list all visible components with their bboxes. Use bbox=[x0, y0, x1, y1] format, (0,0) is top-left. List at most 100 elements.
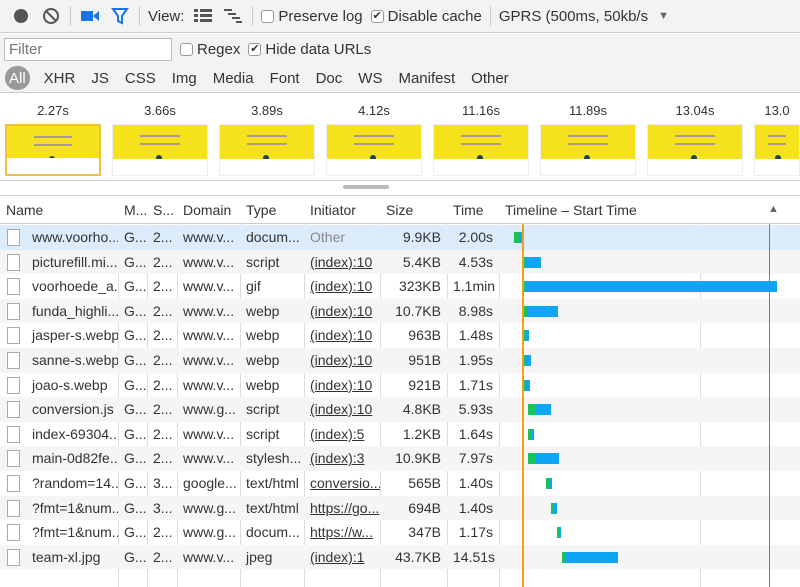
hide-data-urls-checkbox[interactable]: ✔ Hide data URLs bbox=[248, 41, 371, 58]
cell-name: team-xl.jpg bbox=[32, 548, 101, 565]
waiting-bar bbox=[523, 256, 526, 268]
filmstrip-frame[interactable]: 4.12s bbox=[326, 93, 422, 176]
cell-size: 5.4KB bbox=[402, 253, 441, 270]
cell-initiator[interactable]: (index):1 bbox=[310, 548, 365, 565]
table-row[interactable]: joao-s.webp G... 2... www.v... webp (index):1… bbox=[0, 373, 800, 398]
table-row[interactable]: jasper-s.webp G... 2... www.v... webp (index)… bbox=[0, 323, 800, 348]
column-header-timeline[interactable]: Timeline – Start Time bbox=[505, 202, 637, 218]
filter-input[interactable] bbox=[4, 37, 172, 61]
cell-size: 10.7KB bbox=[395, 302, 441, 319]
table-row[interactable]: team-xl.jpg G... 2... www.v... jpeg (index):1… bbox=[0, 544, 800, 570]
checkbox-checked[interactable]: ✔ bbox=[370, 9, 384, 23]
cell-initiator[interactable]: (index):10 bbox=[310, 376, 373, 393]
table-row[interactable]: ?random=14... G... 3... google... text/html c… bbox=[0, 471, 800, 496]
cell-initiator[interactable]: (index):10 bbox=[310, 302, 373, 319]
column-header-domain[interactable]: Domain bbox=[183, 202, 232, 218]
cell-initiator[interactable]: https://w... bbox=[310, 524, 374, 541]
filmstrip-frame[interactable]: 11.16s bbox=[433, 93, 529, 176]
screenshot-content bbox=[755, 159, 799, 175]
column-divider bbox=[304, 196, 305, 587]
filter-icon[interactable] bbox=[109, 5, 131, 27]
timeline-gridline bbox=[700, 196, 701, 587]
cell-initiator[interactable]: (index):3 bbox=[310, 450, 365, 467]
checkbox-checked[interactable]: ✔ bbox=[248, 42, 262, 56]
cell-initiator[interactable]: conversio... bbox=[310, 475, 380, 491]
column-header-method[interactable]: M... bbox=[124, 202, 147, 218]
table-row[interactable]: main-0d82fe... G... 2... www.v... stylesh...… bbox=[0, 446, 800, 471]
screenshot-dot bbox=[584, 155, 591, 161]
large-rows-icon[interactable] bbox=[192, 5, 214, 27]
filter-type-media[interactable]: Media bbox=[212, 69, 254, 87]
cell-initiator[interactable]: (index):10 bbox=[310, 352, 373, 368]
screenshot-headline bbox=[767, 135, 787, 145]
download-bar bbox=[534, 404, 551, 416]
table-row[interactable]: ?fmt=1&num... G... 2... www.g... docum... htt… bbox=[0, 520, 800, 545]
cell-size: 4.8KB bbox=[402, 401, 441, 418]
cell-type: script bbox=[246, 253, 280, 270]
table-row[interactable]: ?fmt=1&num... G... 3... www.g... text/html ht… bbox=[0, 495, 800, 521]
filter-type-css[interactable]: CSS bbox=[124, 69, 156, 87]
filter-type-xhr[interactable]: XHR bbox=[43, 69, 76, 87]
cell-type: text/html bbox=[246, 499, 299, 516]
cell-domain: www.v... bbox=[183, 376, 235, 393]
cell-size: 694B bbox=[408, 499, 441, 516]
disable-cache-checkbox[interactable]: ✔ Disable cache bbox=[370, 8, 482, 25]
cell-status: 2... bbox=[153, 425, 173, 442]
clear-icon[interactable] bbox=[40, 5, 62, 27]
column-header-time[interactable]: Time bbox=[453, 202, 484, 218]
filter-type-other[interactable]: Other bbox=[471, 69, 509, 87]
cell-type: webp bbox=[246, 327, 280, 344]
filter-type-font[interactable]: Font bbox=[269, 69, 300, 87]
table-row[interactable]: picturefill.mi... G... 2... www.v... script (… bbox=[0, 249, 800, 275]
column-header-type[interactable]: Type bbox=[246, 202, 277, 218]
checkbox[interactable] bbox=[261, 9, 275, 23]
resize-handle[interactable] bbox=[343, 185, 389, 189]
filter-type-ws[interactable]: WS bbox=[358, 69, 383, 87]
preserve-log-checkbox[interactable]: Preserve log bbox=[261, 8, 363, 25]
record-icon[interactable] bbox=[10, 5, 32, 27]
throttling-select[interactable]: GPRS (500ms, 50kb/s ▼ bbox=[499, 8, 669, 25]
table-row[interactable]: conversion.js G... 2... www.g... script (inde… bbox=[0, 397, 800, 422]
column-header-status[interactable]: S... bbox=[153, 202, 175, 218]
cell-initiator[interactable]: (index):10 bbox=[310, 327, 373, 344]
cell-initiator[interactable]: (index):10 bbox=[310, 278, 373, 295]
filter-type-manifest[interactable]: Manifest bbox=[398, 69, 456, 87]
cell-initiator[interactable]: (index):5 bbox=[310, 425, 365, 442]
download-bar bbox=[525, 355, 531, 366]
cell-size: 921B bbox=[408, 376, 441, 393]
cell-domain: www.v... bbox=[183, 229, 235, 245]
cell-initiator[interactable]: (index):10 bbox=[310, 253, 373, 270]
table-row[interactable]: sanne-s.webp G... 2... www.v... webp (index):… bbox=[0, 348, 800, 373]
filmstrip-frame[interactable]: 13.0 bbox=[754, 93, 800, 176]
table-row[interactable]: index-69304... G... 2... www.v... script (ind… bbox=[0, 422, 800, 447]
column-header-size[interactable]: Size bbox=[386, 202, 414, 218]
table-row[interactable]: voorhoede_a... G... 2... www.v... gif (index)… bbox=[0, 274, 800, 299]
filmstrip-frame[interactable]: 3.66s bbox=[112, 93, 208, 176]
filmstrip-frame[interactable]: 11.89s bbox=[540, 93, 636, 176]
cell-status: 2... bbox=[153, 376, 173, 393]
overview-icon[interactable] bbox=[222, 5, 244, 27]
dropdown-arrow-icon: ▼ bbox=[658, 10, 669, 22]
column-header-name[interactable]: Name bbox=[6, 202, 44, 218]
regex-label: Regex bbox=[197, 40, 241, 58]
filter-type-js[interactable]: JS bbox=[91, 69, 109, 87]
cell-initiator[interactable]: (index):10 bbox=[310, 401, 373, 418]
cell-size: 1.2KB bbox=[402, 425, 441, 442]
regex-checkbox[interactable]: Regex bbox=[180, 41, 240, 58]
cell-name: sanne-s.webp bbox=[32, 352, 118, 368]
cell-type: webp bbox=[246, 352, 280, 368]
filmstrip-frame[interactable]: 3.89s bbox=[219, 93, 315, 176]
filter-type-doc[interactable]: Doc bbox=[315, 69, 343, 87]
capture-screenshots-icon[interactable] bbox=[79, 5, 101, 27]
table-row[interactable]: www.voorho... G... 2... www.v... docum... Oth… bbox=[0, 225, 800, 250]
table-row[interactable]: funda_highli... G... 2... www.v... webp (inde… bbox=[0, 298, 800, 324]
checkbox[interactable] bbox=[180, 42, 193, 56]
screenshot-headline bbox=[140, 135, 180, 145]
column-header-initiator[interactable]: Initiator bbox=[310, 202, 356, 218]
cell-initiator[interactable]: https://go... bbox=[310, 499, 380, 516]
filmstrip-frame[interactable]: 2.27s bbox=[5, 93, 101, 176]
filter-type-all[interactable]: All bbox=[5, 66, 30, 90]
filter-type-img[interactable]: Img bbox=[171, 69, 197, 87]
filmstrip-frame[interactable]: 13.04s bbox=[647, 93, 743, 176]
waiting-bar bbox=[546, 478, 550, 489]
